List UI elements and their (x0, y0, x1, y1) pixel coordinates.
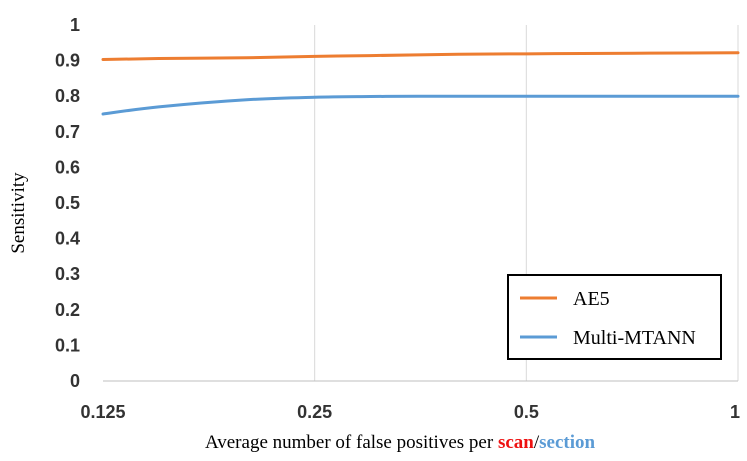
legend: AE5 Multi-MTANN (507, 274, 722, 360)
y-tick-label: 0.6 (55, 157, 80, 177)
series-line-ae5 (101, 51, 740, 62)
x-tick-label: 0.5 (514, 402, 539, 422)
legend-label-multi-mtann: Multi-MTANN (573, 327, 696, 349)
x-axis-label-part: section (539, 432, 595, 453)
y-tick-label: 0.5 (55, 193, 80, 213)
y-axis-label: Sensitivity (8, 172, 29, 254)
y-tick-label: 0.2 (55, 300, 80, 320)
y-tick-label: 0.8 (55, 86, 80, 106)
x-tick-labels: 0.125 0.25 0.5 1 (80, 402, 740, 422)
y-tick-label: 0.9 (55, 51, 80, 71)
x-axis-label-part: scan (498, 432, 534, 453)
series-lines (101, 51, 740, 116)
legend-box (507, 274, 722, 360)
x-axis-label-part: / (534, 432, 540, 453)
y-tick-label: 0.3 (55, 264, 80, 284)
y-tick-label: 0.1 (55, 335, 80, 355)
x-tick-label: 0.25 (297, 402, 332, 422)
y-tick-label: 0.4 (55, 229, 80, 249)
y-tick-labels: 0 0.1 0.2 0.3 0.4 0.5 0.6 0.7 0.8 0.9 1 (55, 15, 80, 391)
x-axis-label-part: Average number of false positives per (205, 432, 498, 453)
y-tick-label: 0 (70, 371, 80, 391)
legend-label-ae5: AE5 (573, 288, 610, 310)
y-tick-label: 1 (70, 15, 80, 35)
x-tick-label: 1 (730, 402, 740, 422)
x-axis-label: Average number of false positives per sc… (205, 432, 596, 453)
series-line-multi-mtann (101, 94, 740, 116)
x-tick-label: 0.125 (80, 402, 125, 422)
y-tick-label: 0.7 (55, 122, 80, 142)
